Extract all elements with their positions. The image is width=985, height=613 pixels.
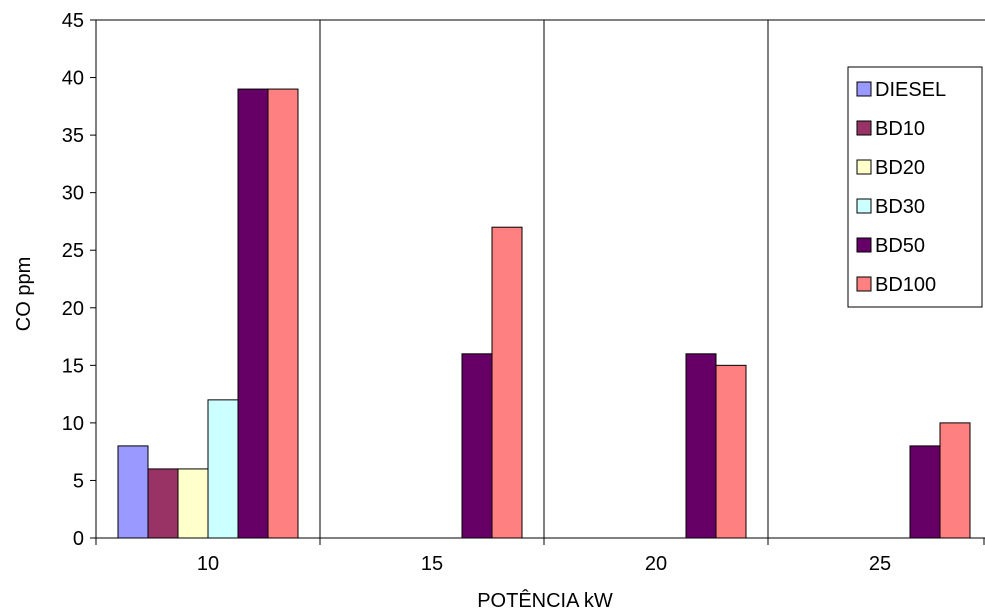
legend-label-bd20: BD20: [875, 157, 925, 179]
bar-bd50-25: [909, 445, 941, 539]
bar-bd10-10: [147, 468, 179, 539]
y-axis-title: CO ppm: [13, 257, 35, 331]
legend-label-bd10: BD10: [875, 118, 925, 140]
legend-swatch-bd10: [856, 120, 872, 136]
y-tick-label: 35: [62, 125, 84, 147]
bar-bd20-10: [177, 468, 209, 539]
legend-swatch-bd50: [856, 237, 872, 253]
y-tick-label: 10: [62, 413, 84, 435]
legend-swatch-diesel: [856, 81, 872, 97]
legend-label-bd30: BD30: [875, 196, 925, 218]
x-tick-label: 10: [197, 553, 219, 575]
bar-bd100-20: [715, 364, 747, 539]
legend-swatch-bd100: [856, 276, 872, 292]
bar-bd30-10: [207, 399, 239, 539]
y-tick-label: 45: [62, 10, 84, 32]
bar-bd100-25: [939, 422, 971, 539]
bar-bd50-20: [685, 353, 717, 539]
y-tick-label: 20: [62, 298, 84, 320]
bar-bd100-15: [491, 226, 523, 539]
legend-swatch-bd30: [856, 198, 872, 214]
legend: DIESEL BD10 BD20 BD30 BD50 BD100: [847, 66, 983, 308]
x-axis: 10 15 20 25: [95, 537, 985, 575]
y-tick-label: 40: [62, 68, 84, 90]
x-tick-label: 15: [421, 553, 443, 575]
y-tick-label: 30: [62, 183, 84, 205]
bar-bd50-15: [461, 353, 493, 539]
bars-group: [117, 88, 971, 539]
legend-swatch-bd20: [856, 159, 872, 175]
y-tick-label: 5: [73, 470, 84, 492]
x-tick-label: 25: [869, 553, 891, 575]
bar-bd50-10: [237, 88, 269, 539]
category-gridlines: [319, 20, 769, 538]
legend-box: [847, 66, 983, 308]
y-tick-label: 15: [62, 355, 84, 377]
bar-diesel-10: [117, 445, 149, 539]
y-axis: 0 5 10 15 20 25 30 35 40 45: [62, 10, 97, 550]
legend-label-diesel: DIESEL: [875, 79, 946, 101]
legend-label-bd50: BD50: [875, 235, 925, 257]
bar-bd100-10: [267, 88, 299, 539]
x-axis-title: POTÊNCIA kW: [477, 589, 613, 612]
y-tick-label: 0: [73, 528, 84, 550]
x-tick-label: 20: [645, 553, 667, 575]
y-tick-label: 25: [62, 240, 84, 262]
legend-label-bd100: BD100: [875, 274, 936, 296]
